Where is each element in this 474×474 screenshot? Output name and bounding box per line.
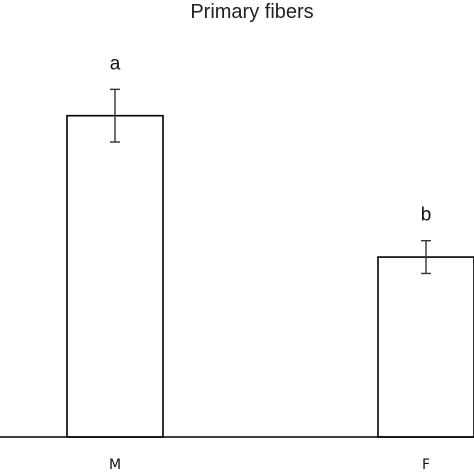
error-bar-F: [421, 239, 431, 275]
significance-label-F: b: [421, 205, 432, 226]
x-tick-label-F: F: [422, 457, 430, 473]
labels-layer: a Mb F: [109, 53, 431, 473]
bar-F: [377, 256, 474, 438]
error-bar-M: [110, 88, 120, 143]
bar-M: [66, 114, 164, 438]
significance-label-M: a: [110, 53, 121, 74]
bars-layer: [66, 88, 474, 438]
x-tick-label-M: M: [109, 457, 121, 473]
chart-title: Primary fibers: [190, 1, 313, 23]
